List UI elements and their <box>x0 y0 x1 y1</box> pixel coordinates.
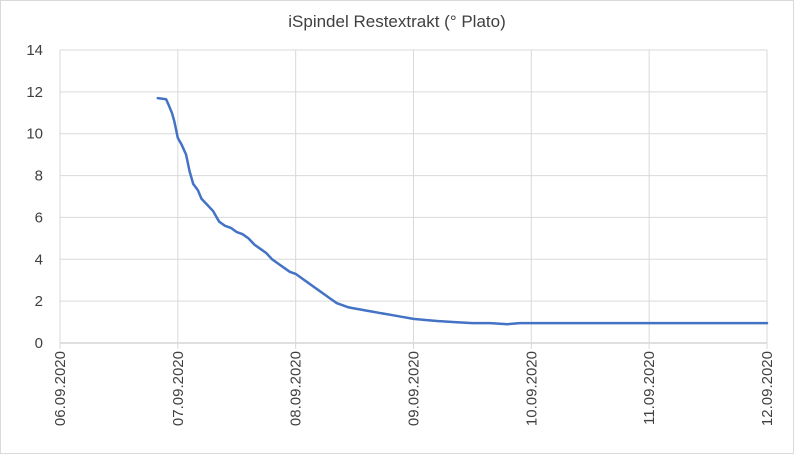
x-tick-label: 12.09.2020 <box>759 351 776 426</box>
y-tick-label: 0 <box>35 335 43 352</box>
chart-title: iSpindel Restextrakt (° Plato) <box>288 12 506 31</box>
y-tick-label: 6 <box>35 209 43 226</box>
y-tick-label: 10 <box>26 126 43 143</box>
x-tick-label: 11.09.2020 <box>641 351 658 425</box>
series-group <box>156 96 769 326</box>
y-tick-label: 4 <box>35 251 43 268</box>
x-tick-label: 08.09.2020 <box>288 351 305 426</box>
x-tick-label: 09.09.2020 <box>406 351 423 426</box>
y-tick-label: 2 <box>35 293 43 310</box>
gridlines <box>59 49 768 349</box>
x-axis-tick-labels: 06.09.2020 07.09.2020 08.09.2020 09.09.2020… <box>52 351 776 426</box>
x-tick-label: 10.09.2020 <box>523 351 540 426</box>
y-tick-label: 14 <box>26 42 43 59</box>
x-tick-label: 07.09.2020 <box>170 351 187 426</box>
x-tick-label: 06.09.2020 <box>52 351 69 426</box>
y-tick-label: 8 <box>35 168 43 185</box>
y-tick-label: 12 <box>26 84 43 101</box>
series-line <box>156 96 769 326</box>
y-axis-tick-labels: 0 2 4 6 8 10 12 14 <box>26 42 43 352</box>
